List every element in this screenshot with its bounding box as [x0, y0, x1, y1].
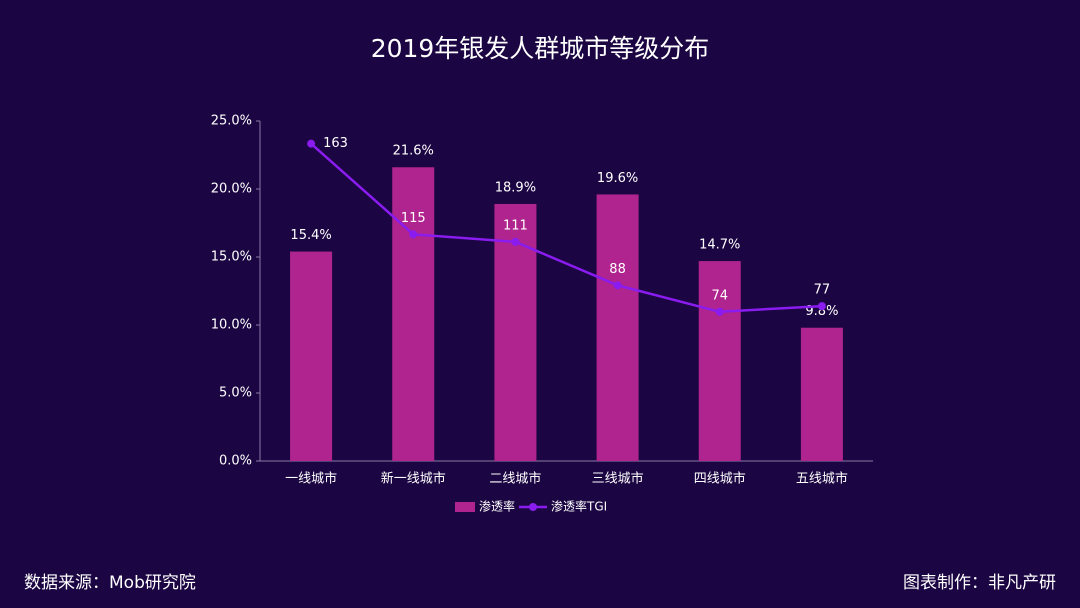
bar — [800, 327, 843, 461]
x-tick-label: 二线城市 — [489, 471, 541, 487]
bar — [596, 194, 639, 461]
credit: 图表制作：非凡产研 — [903, 573, 1056, 593]
line-value-label: 115 — [401, 211, 426, 226]
y-tick-label: 15.0% — [211, 250, 252, 265]
line-value-label: 88 — [609, 262, 626, 277]
bar-value-label: 15.4% — [290, 228, 331, 243]
line-point — [613, 281, 622, 290]
bar-value-label: 14.7% — [699, 238, 740, 253]
bar — [392, 167, 435, 462]
x-tick-label: 三线城市 — [592, 471, 644, 487]
line-point — [715, 307, 724, 316]
line-value-label: 74 — [711, 288, 728, 303]
bar-value-label: 9.8% — [805, 304, 838, 319]
bar — [290, 251, 333, 461]
x-tick-label: 新一线城市 — [381, 471, 446, 487]
bar-value-label: 19.6% — [597, 171, 638, 186]
x-tick-label: 五线城市 — [796, 471, 848, 487]
x-tick-label: 一线城市 — [285, 471, 337, 487]
line-point — [511, 237, 520, 246]
source: 数据来源：Mob研究院 — [24, 573, 196, 593]
x-tick-label: 四线城市 — [694, 471, 746, 487]
line — [310, 142, 822, 314]
y-tick-label: 5.0% — [219, 386, 252, 401]
line-point — [409, 230, 418, 239]
y-tick-label: 10.0% — [211, 318, 252, 333]
bar — [698, 261, 741, 461]
chart-title: 2019年银发人群城市等级分布 — [371, 34, 710, 63]
y-tick-label: 25.0% — [211, 114, 252, 129]
y-tick-label: 20.0% — [211, 182, 252, 197]
bar-value-label: 21.6% — [393, 144, 434, 159]
legend-swatch — [529, 503, 538, 511]
bar-value-label: 18.9% — [495, 180, 536, 195]
line-point — [817, 302, 826, 311]
line-value-label: 77 — [814, 283, 831, 298]
line-value-label: 163 — [323, 136, 348, 151]
line-point — [307, 139, 316, 148]
legend-swatch — [455, 502, 475, 512]
legend-label: 渗透率TGI — [551, 499, 607, 514]
legend-label: 渗透率 — [479, 499, 515, 514]
y-tick-label: 0.0% — [219, 454, 252, 469]
line-value-label: 111 — [503, 218, 528, 233]
